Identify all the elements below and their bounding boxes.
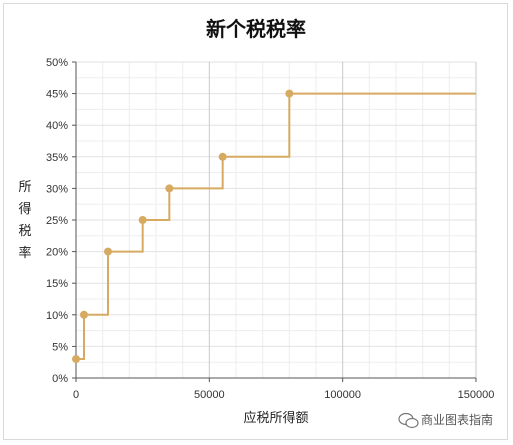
y-tick-label: 45% — [46, 89, 68, 101]
y-axis-title-char: 得 — [18, 201, 31, 217]
x-tick-label: 100000 — [324, 389, 361, 401]
x-axis-title: 应税所得额 — [243, 410, 308, 426]
data-point — [138, 216, 147, 224]
data-point — [218, 152, 227, 161]
y-tick-label: 15% — [46, 278, 68, 290]
y-tick-label: 5% — [52, 341, 68, 353]
watermark-text: 商业图表指南 — [421, 412, 493, 427]
y-axis-title-char: 税 — [18, 224, 31, 239]
y-tick-label: 0% — [52, 373, 68, 385]
series-layer — [72, 89, 476, 364]
data-point — [165, 184, 174, 193]
chart-frame — [3, 3, 508, 440]
axes — [72, 61, 477, 382]
data-point — [72, 355, 80, 364]
y-axis-title-char: 所 — [18, 180, 31, 195]
y-tick-label: 10% — [46, 310, 68, 322]
tick-labels: 0% 5% 10% 15% 20% 25% 30% 35% 40% 45% 50% 0 50000 100… — [46, 57, 494, 401]
y-tick-label: 25% — [46, 215, 68, 227]
y-tick-label: 40% — [46, 120, 68, 132]
data-point — [104, 247, 112, 256]
grid — [76, 61, 477, 378]
data-point — [80, 310, 88, 319]
y-tick-label: 35% — [46, 152, 68, 164]
series-line — [76, 92, 476, 361]
wechat-icon — [398, 412, 419, 429]
data-point — [285, 89, 294, 98]
y-axis-title-char: 率 — [18, 245, 31, 261]
y-tick-label: 30% — [46, 183, 68, 195]
y-tick-label: 50% — [46, 57, 68, 69]
x-tick-label: 50000 — [194, 389, 225, 401]
x-tick-label: 150000 — [458, 389, 495, 401]
watermark: 商业图表指南 — [398, 412, 493, 429]
y-tick-label: 20% — [46, 247, 68, 259]
x-tick-label: 0 — [73, 389, 79, 401]
chart-title: 新个税税率 — [206, 17, 306, 41]
